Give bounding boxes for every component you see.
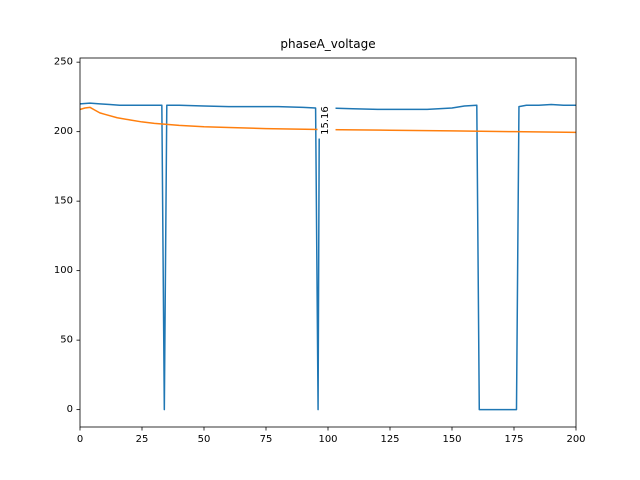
x-tick-label: 50: [198, 434, 211, 445]
x-tick-label: 150: [442, 434, 461, 445]
annotation-box: [317, 100, 336, 139]
x-tick-label: 75: [260, 434, 273, 445]
x-tick-label: 175: [504, 434, 523, 445]
series-layer: [80, 102, 576, 411]
y-tick-label: 150: [54, 196, 73, 207]
series-line-voltage: [80, 102, 576, 411]
annotation-layer: 15.16: [317, 100, 336, 139]
y-tick-label: 100: [54, 265, 73, 276]
y-tick-label: 50: [60, 335, 73, 346]
annotation-text: 15.16: [320, 106, 331, 135]
y-tick-label: 200: [54, 126, 73, 137]
series-line-trend: [80, 106, 576, 134]
x-tick-label: 25: [136, 434, 149, 445]
y-tick-label: 250: [54, 57, 73, 68]
chart-title: phaseA_voltage: [280, 37, 375, 51]
x-tick-label: 100: [318, 434, 337, 445]
x-tick-label: 125: [380, 434, 399, 445]
y-tick-label: 0: [67, 404, 73, 415]
x-tick-label: 0: [77, 434, 83, 445]
annotation: 15.16: [317, 100, 336, 139]
x-tick-label: 200: [566, 434, 585, 445]
axis-layer: 0 25 50 75 100 125 150 175 200 0 50 100 150 200 250: [54, 57, 586, 445]
